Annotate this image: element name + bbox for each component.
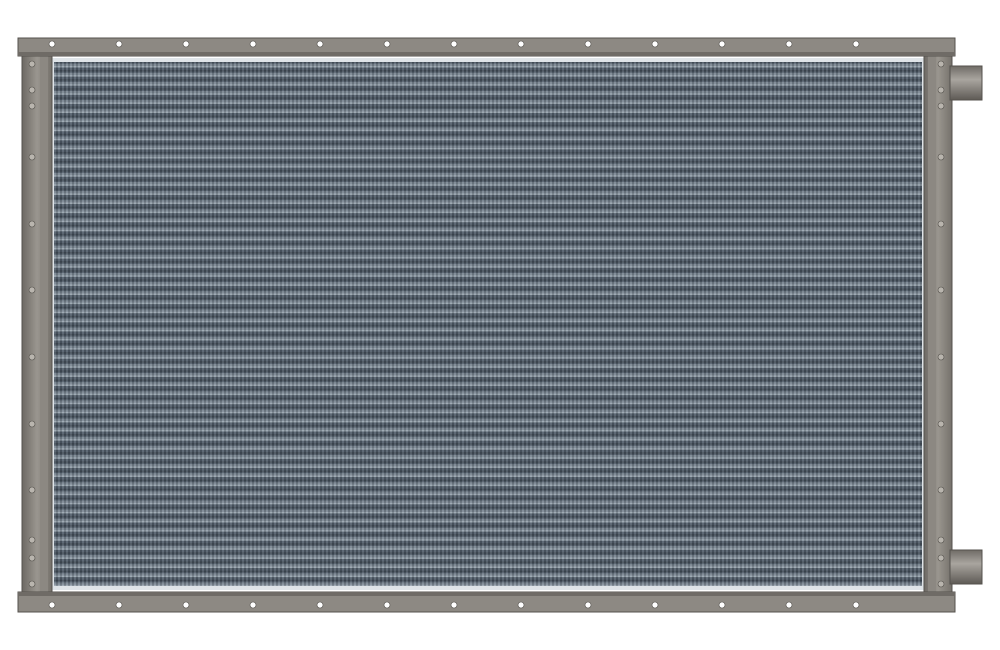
outlet-pipe xyxy=(949,549,983,585)
side-hole xyxy=(937,220,945,228)
fin-block xyxy=(54,62,922,586)
side-hole xyxy=(937,420,945,428)
inlet-pipe xyxy=(949,65,983,101)
side-hole xyxy=(28,420,36,428)
rail-hole xyxy=(115,40,123,48)
side-hole xyxy=(937,580,945,588)
side-hole xyxy=(28,554,36,562)
side-hole xyxy=(28,102,36,110)
rail-hole xyxy=(651,601,659,609)
rail-hole xyxy=(383,40,391,48)
rail-hole xyxy=(182,601,190,609)
side-hole xyxy=(28,153,36,161)
rail-hole xyxy=(785,601,793,609)
rail-hole xyxy=(584,601,592,609)
rail-hole xyxy=(718,40,726,48)
side-hole xyxy=(28,580,36,588)
side-hole xyxy=(28,220,36,228)
left-flange xyxy=(40,56,48,592)
side-hole xyxy=(28,286,36,294)
rail-hole xyxy=(48,601,56,609)
rail-hole xyxy=(852,601,860,609)
rail-hole xyxy=(718,601,726,609)
right-flange xyxy=(928,56,936,592)
side-hole xyxy=(937,353,945,361)
side-hole xyxy=(937,536,945,544)
side-hole xyxy=(937,554,945,562)
bottom-rail-edge xyxy=(18,592,955,596)
side-hole xyxy=(28,86,36,94)
rail-hole xyxy=(249,601,257,609)
rail-hole xyxy=(316,40,324,48)
rail-hole xyxy=(852,40,860,48)
side-hole xyxy=(28,353,36,361)
rail-hole xyxy=(450,40,458,48)
side-hole xyxy=(937,286,945,294)
side-hole xyxy=(937,60,945,68)
rail-hole xyxy=(249,40,257,48)
rail-hole xyxy=(115,601,123,609)
rail-hole xyxy=(517,40,525,48)
rail-hole xyxy=(450,601,458,609)
rail-hole xyxy=(316,601,324,609)
rail-hole xyxy=(584,40,592,48)
rail-hole xyxy=(383,601,391,609)
rail-hole xyxy=(517,601,525,609)
side-hole xyxy=(28,536,36,544)
rail-hole xyxy=(48,40,56,48)
side-hole xyxy=(28,60,36,68)
side-hole xyxy=(937,486,945,494)
rail-hole xyxy=(651,40,659,48)
rail-hole xyxy=(182,40,190,48)
side-hole xyxy=(28,486,36,494)
side-hole xyxy=(937,102,945,110)
rail-hole xyxy=(785,40,793,48)
side-hole xyxy=(937,153,945,161)
side-hole xyxy=(937,86,945,94)
top-rail-edge xyxy=(18,52,955,56)
